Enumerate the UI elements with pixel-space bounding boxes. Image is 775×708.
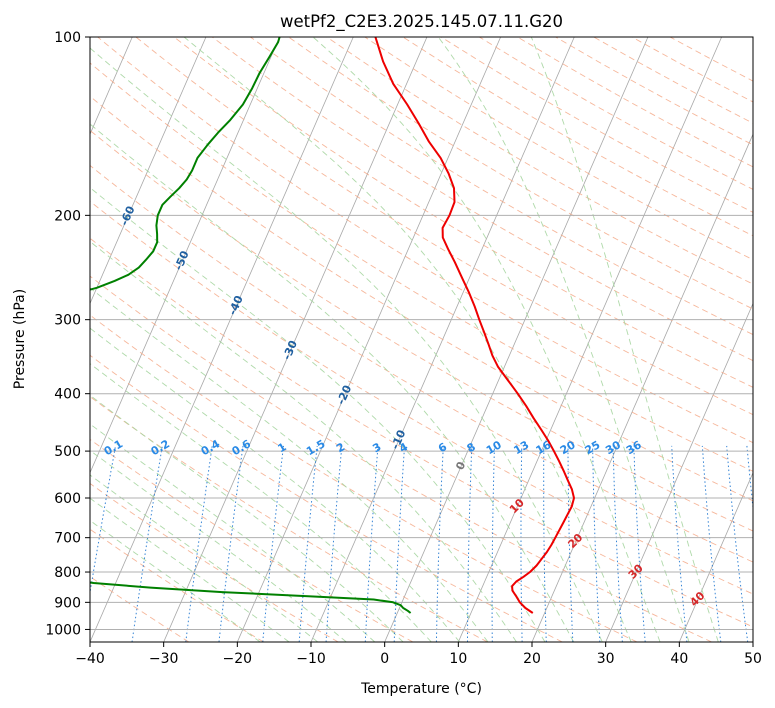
y-axis-label: Pressure (hPa)	[12, 289, 28, 389]
mixing-ratio-line	[467, 445, 473, 642]
dry-adiabat-line	[211, 37, 753, 362]
plot-frame	[89, 36, 754, 643]
mixing-ratio-line	[218, 445, 244, 642]
mixing-ratio-line	[746, 445, 753, 513]
isotherm-line	[678, 471, 753, 642]
y-tick-label: 300	[54, 313, 81, 329]
moist-adiabat-line	[437, 37, 690, 642]
pressure-gridlines	[90, 37, 753, 630]
moist-adiabat-line	[90, 327, 461, 642]
mixing-ratio-line	[435, 445, 444, 642]
dry-adiabat-line	[326, 37, 753, 285]
dry-adiabat-line	[90, 438, 414, 642]
mixing-ratio-line	[612, 445, 623, 642]
x-tick-label: 0	[380, 651, 389, 667]
y-tick-label: 600	[54, 491, 81, 507]
x-tick-label: −10	[296, 651, 326, 667]
dry-adiabat-line	[90, 482, 339, 642]
x-tick-label: 10	[449, 651, 467, 667]
isotherm-line	[90, 37, 207, 305]
mixing-ratio-line	[185, 445, 213, 642]
mixing-ratio-line	[393, 445, 406, 642]
mixing-ratio-line	[543, 445, 547, 642]
dry-adiabat-line	[90, 164, 753, 563]
moist-adiabat-line	[90, 363, 432, 642]
isotherm-line	[163, 37, 428, 642]
x-axis-ticks: −40 −30 −20 −10 0 10 20 30 40 50	[75, 642, 762, 667]
mixing-ratio-line	[262, 445, 284, 642]
chart-title: wetPf2_C2E3.2025.145.07.11.G20	[280, 12, 563, 32]
dry-adiabat-line	[90, 95, 753, 502]
y-tick-label: 700	[54, 531, 81, 547]
mixing-ratio-line	[592, 445, 601, 642]
y-tick-label: 500	[54, 444, 81, 460]
dry-adiabat-line	[90, 129, 753, 532]
x-axis-label: Temperature (°C)	[360, 681, 482, 697]
isotherm-line	[90, 37, 354, 642]
isotherm-line	[90, 37, 280, 474]
x-tick-label: 40	[670, 651, 688, 667]
dry-adiabat-line	[288, 37, 753, 310]
x-tick-label: −20	[223, 651, 253, 667]
mixing-ratio-line	[520, 445, 523, 642]
temperature-profile-line	[374, 37, 575, 614]
moist-adiabat-line	[90, 47, 603, 642]
mixing-ratio-line	[325, 445, 343, 642]
moist-adiabat-line	[183, 37, 632, 642]
y-tick-label: 1000	[45, 622, 81, 638]
mixing-ratio-line	[726, 445, 749, 642]
dry-adiabat-line	[135, 37, 753, 416]
profile-lines	[90, 37, 575, 614]
isotherm-line	[531, 133, 753, 642]
moist-adiabat-line	[90, 423, 376, 642]
moist-adiabat-line	[90, 394, 404, 642]
mixing-ratio-line	[364, 445, 379, 642]
isotherm-line	[457, 37, 722, 642]
x-tick-label: 50	[744, 651, 762, 667]
background-guide-lines	[90, 37, 753, 642]
mixing-ratio-line	[131, 445, 163, 642]
dry-adiabat-line	[90, 354, 563, 642]
y-tick-label: 400	[54, 387, 81, 403]
mixing-ratio-line	[701, 445, 722, 642]
mixing-ratio-line	[633, 445, 646, 642]
y-tick-label: 200	[54, 208, 81, 224]
mixing-ratio-line	[90, 445, 116, 596]
mixing-ratio-line	[671, 445, 688, 642]
dry-adiabat-line	[173, 37, 753, 388]
y-tick-label: 100	[54, 30, 81, 46]
moist-adiabat-line	[530, 37, 719, 642]
mixing-ratio-line	[298, 445, 318, 642]
isotherm-line	[605, 302, 753, 642]
dry-adiabat-line	[90, 275, 712, 642]
y-tick-label: 800	[54, 565, 81, 581]
dry-adiabat-line	[90, 62, 753, 472]
mixing-ratio-line	[491, 445, 495, 642]
moist-adiabat-line	[90, 449, 347, 642]
dry-adiabat-line	[90, 314, 638, 642]
x-tick-label: 30	[597, 651, 615, 667]
y-axis-ticks: 100 200 300 400 500 600 700 800 900 1000	[45, 30, 90, 638]
x-tick-label: −40	[75, 651, 105, 667]
moist-adiabat-line	[90, 240, 517, 642]
x-tick-label: −30	[149, 651, 179, 667]
mixing-ratio-line	[567, 445, 574, 642]
dry-adiabat-line	[90, 200, 753, 595]
isotherm-line	[384, 37, 649, 642]
isotherm-line	[236, 37, 501, 642]
y-tick-label: 900	[54, 595, 81, 611]
x-tick-label: 20	[523, 651, 541, 667]
dry-adiabat-line	[90, 237, 753, 628]
dewpoint-profile-line	[90, 37, 412, 614]
